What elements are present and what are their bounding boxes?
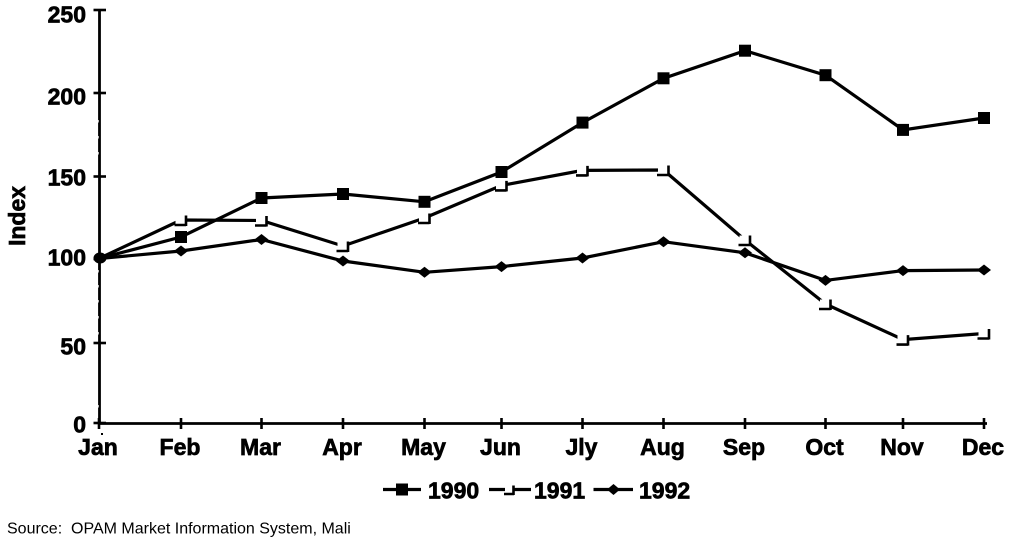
svg-text:Source: OPAM Market Informati: Source: OPAM Market Information System, …	[7, 521, 351, 538]
svg-text:Jan: Jan	[78, 434, 118, 460]
svg-text:Nov: Nov	[880, 434, 924, 460]
svg-text:150: 150	[48, 164, 86, 190]
svg-text:200: 200	[48, 84, 86, 110]
svg-text:Jun: Jun	[480, 434, 521, 460]
svg-text:Aug: Aug	[640, 434, 685, 460]
svg-text:1991: 1991	[534, 478, 585, 504]
svg-text:Feb: Feb	[160, 434, 201, 460]
svg-text:100: 100	[48, 244, 86, 270]
svg-text:Jly: Jly	[566, 434, 598, 460]
svg-text:Index: Index	[4, 186, 30, 246]
svg-text:Oct: Oct	[805, 434, 844, 460]
svg-text:May: May	[401, 434, 446, 460]
svg-text:Apr: Apr	[322, 434, 362, 460]
svg-text:1990: 1990	[428, 478, 479, 504]
svg-text:1992: 1992	[639, 478, 690, 504]
svg-text:Sep: Sep	[723, 434, 765, 460]
svg-text:Mar: Mar	[240, 434, 281, 460]
svg-text:50: 50	[60, 333, 86, 359]
svg-text:250: 250	[48, 2, 86, 28]
svg-text:0: 0	[73, 412, 86, 438]
svg-text:Dec: Dec	[962, 434, 1004, 460]
